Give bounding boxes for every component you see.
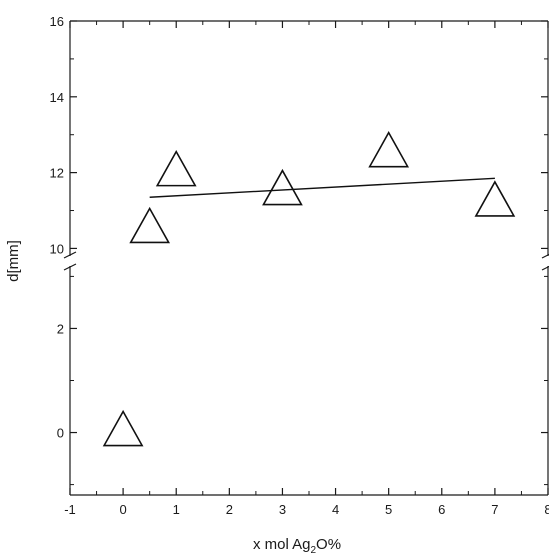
y-tick-label: 0 <box>57 426 64 441</box>
x-axis-title-main: x mol Ag <box>253 536 311 553</box>
x-tick-label: 8 <box>544 502 549 517</box>
x-tick-label: -1 <box>64 502 76 517</box>
x-axis-title-suffix: O% <box>316 536 341 553</box>
x-tick-label: 0 <box>119 502 126 517</box>
x-tick-label: 7 <box>491 502 498 517</box>
axis-break-mark-right-1 <box>541 253 549 259</box>
x-tick-label: 2 <box>226 502 233 517</box>
data-point-triangle <box>474 180 516 217</box>
y-tick-label: 2 <box>57 321 64 336</box>
data-point-triangle <box>155 149 197 187</box>
data-point-triangle <box>102 409 144 447</box>
y-tick-label: 12 <box>50 166 64 181</box>
y-tick-label: 16 <box>50 14 64 29</box>
x-tick-label: 5 <box>385 502 392 517</box>
axis-break-mark-left-1 <box>63 251 77 259</box>
data-points <box>102 131 516 447</box>
axis-break-marks <box>63 251 549 271</box>
y-tick-label: 10 <box>50 241 64 256</box>
data-point-triangle <box>368 131 410 168</box>
x-tick-label: 3 <box>279 502 286 517</box>
x-axis-title: x mol Ag2O% <box>253 536 341 556</box>
x-axis-title-subscript: 2 <box>310 545 316 556</box>
axis-ticks <box>69 20 549 495</box>
plot-frame <box>69 20 549 496</box>
data-point-triangle <box>129 206 171 244</box>
y-tick-label: 14 <box>50 90 64 105</box>
x-tick-label: 6 <box>438 502 445 517</box>
axis-break-mark-right-2 <box>541 265 549 271</box>
axis-break-mark-left-2 <box>63 263 77 271</box>
data-point-triangle <box>262 168 303 206</box>
fit-line <box>149 177 495 198</box>
fit-line-group <box>149 177 495 198</box>
x-tick-label: 1 <box>173 502 180 517</box>
y-axis-title: d[mm] <box>5 240 22 282</box>
x-tick-label: 4 <box>332 502 339 517</box>
